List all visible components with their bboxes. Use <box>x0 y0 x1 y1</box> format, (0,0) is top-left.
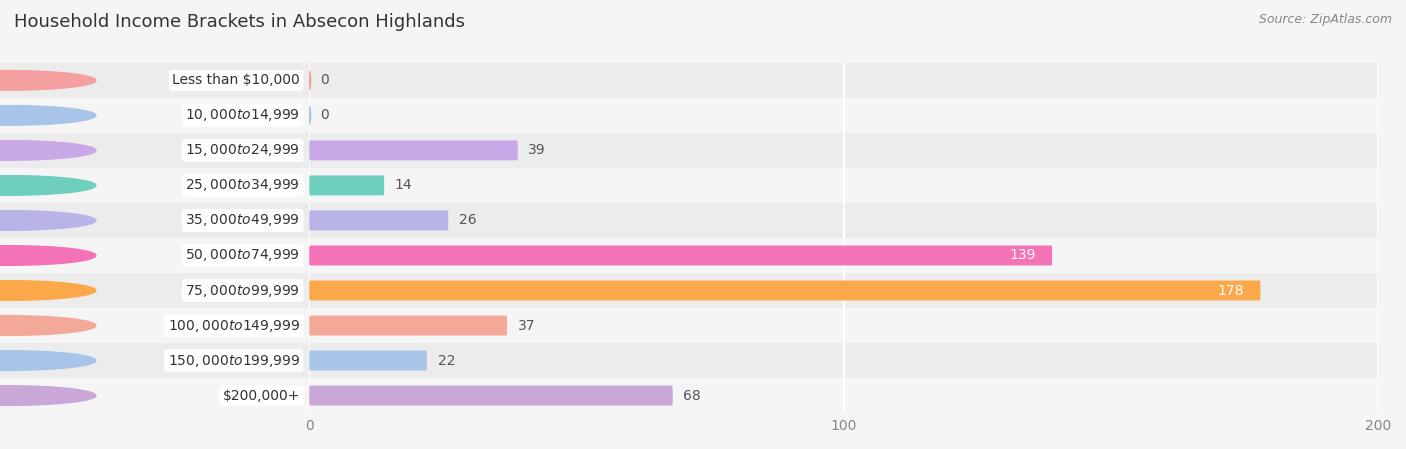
Text: 22: 22 <box>437 353 456 368</box>
Text: 37: 37 <box>517 318 536 333</box>
Text: Less than $10,000: Less than $10,000 <box>173 73 299 88</box>
Text: 26: 26 <box>458 213 477 228</box>
Text: $10,000 to $14,999: $10,000 to $14,999 <box>186 107 299 123</box>
Text: $100,000 to $149,999: $100,000 to $149,999 <box>167 317 299 334</box>
Text: $200,000+: $200,000+ <box>222 388 299 403</box>
Circle shape <box>0 281 96 300</box>
Bar <box>309 378 1378 413</box>
Circle shape <box>0 70 96 90</box>
Circle shape <box>0 141 96 160</box>
Bar <box>309 273 1378 308</box>
Text: 14: 14 <box>395 178 412 193</box>
Bar <box>309 238 1378 273</box>
Text: Household Income Brackets in Absecon Highlands: Household Income Brackets in Absecon Hig… <box>14 13 465 31</box>
Bar <box>0 133 309 168</box>
Bar <box>0 63 309 98</box>
Text: 139: 139 <box>1010 248 1036 263</box>
Circle shape <box>0 351 96 370</box>
Bar <box>0 203 309 238</box>
FancyBboxPatch shape <box>309 351 427 370</box>
Bar <box>309 63 1378 98</box>
Circle shape <box>0 316 96 335</box>
Text: 68: 68 <box>683 388 702 403</box>
Text: $35,000 to $49,999: $35,000 to $49,999 <box>186 212 299 229</box>
Bar <box>0 308 309 343</box>
FancyBboxPatch shape <box>309 176 384 195</box>
Bar <box>0 273 309 308</box>
Text: 39: 39 <box>529 143 546 158</box>
Bar <box>0 378 309 413</box>
Circle shape <box>0 106 96 125</box>
Text: $75,000 to $99,999: $75,000 to $99,999 <box>186 282 299 299</box>
FancyBboxPatch shape <box>309 281 1260 300</box>
Bar <box>309 133 1378 168</box>
Circle shape <box>0 176 96 195</box>
Bar <box>309 168 1378 203</box>
Bar <box>309 308 1378 343</box>
Bar <box>309 203 1378 238</box>
Circle shape <box>308 107 311 124</box>
Text: 0: 0 <box>321 73 329 88</box>
Text: 178: 178 <box>1218 283 1244 298</box>
Circle shape <box>0 211 96 230</box>
Bar <box>0 343 309 378</box>
Text: $25,000 to $34,999: $25,000 to $34,999 <box>186 177 299 194</box>
FancyBboxPatch shape <box>309 386 672 405</box>
Bar <box>0 238 309 273</box>
Circle shape <box>0 246 96 265</box>
Bar <box>0 168 309 203</box>
Text: $15,000 to $24,999: $15,000 to $24,999 <box>186 142 299 158</box>
Bar <box>309 343 1378 378</box>
Text: Source: ZipAtlas.com: Source: ZipAtlas.com <box>1258 13 1392 26</box>
Text: $150,000 to $199,999: $150,000 to $199,999 <box>167 352 299 369</box>
FancyBboxPatch shape <box>309 316 508 335</box>
Bar <box>0 98 309 133</box>
Bar <box>309 98 1378 133</box>
FancyBboxPatch shape <box>309 246 1052 265</box>
Text: 0: 0 <box>321 108 329 123</box>
FancyBboxPatch shape <box>309 141 517 160</box>
Circle shape <box>0 386 96 405</box>
FancyBboxPatch shape <box>309 211 449 230</box>
Text: $50,000 to $74,999: $50,000 to $74,999 <box>186 247 299 264</box>
Circle shape <box>308 72 311 89</box>
